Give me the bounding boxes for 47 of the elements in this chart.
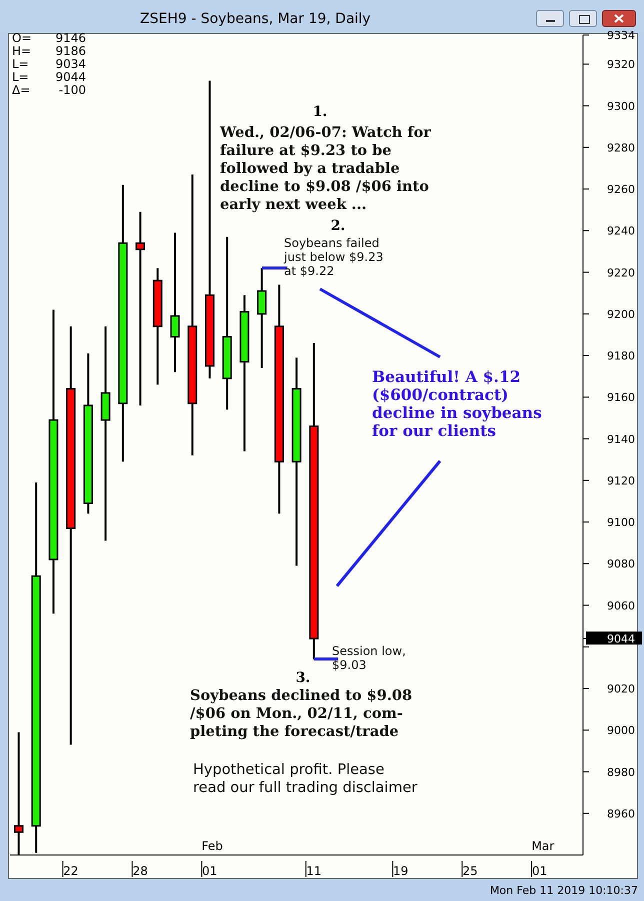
x-tick-label: 01 bbox=[202, 864, 218, 878]
annotation: 1. bbox=[312, 104, 328, 120]
y-tick-label: 9280 bbox=[607, 141, 635, 154]
annotation: 3. bbox=[294, 670, 312, 686]
y-tick-label: 9240 bbox=[607, 224, 635, 238]
y-tick-label: 9220 bbox=[607, 266, 635, 280]
x-tick-label: 22 bbox=[63, 864, 78, 878]
y-tick-label: 9020 bbox=[607, 682, 635, 696]
annotation: Soybeans failed just below $9.23 at $9.22 bbox=[284, 236, 384, 278]
x-tick-label: 25 bbox=[462, 864, 478, 878]
text: L= 9044 bbox=[12, 70, 86, 84]
y-tick-label: 9140 bbox=[607, 432, 635, 446]
y-tick-label: 9260 bbox=[607, 183, 635, 196]
y-tick-label: 9160 bbox=[607, 391, 635, 404]
text: Δ= -100 bbox=[12, 83, 86, 97]
annotation: Feb bbox=[202, 839, 223, 853]
y-tick-label: 9300 bbox=[607, 100, 635, 113]
y-tick-label: 8960 bbox=[607, 807, 635, 820]
annotation: Soybeans declined to $9.08 /$06 on Mon., 02/11, com- pleting the forecast/trade bbox=[190, 687, 414, 741]
y-tick-label: 9000 bbox=[607, 724, 635, 738]
y-tick-label: 8980 bbox=[607, 766, 635, 779]
text: Mon Feb 11 2019 10:10:37 bbox=[490, 884, 638, 897]
y-tick-label: 9060 bbox=[607, 599, 635, 612]
x-tick-label: 28 bbox=[132, 864, 148, 878]
candlestick bbox=[136, 210, 146, 406]
y-tick-label: 9180 bbox=[607, 350, 635, 363]
y-tick-label: 9120 bbox=[607, 474, 635, 488]
x-tick-label: 01 bbox=[532, 864, 548, 878]
y-tick-label: 9100 bbox=[607, 516, 635, 530]
annotation: Mar bbox=[532, 839, 554, 853]
annotation: Hypothetical profit. Please read our full trading disclaimer bbox=[193, 761, 418, 797]
annotation: Wed., 02/06-07: Watch for failure at $9.23 to be followed by a tradable decline to $9.08 /$06 into early next week ... bbox=[220, 124, 432, 214]
text: O= 9146 bbox=[12, 31, 86, 45]
candlestick bbox=[257, 267, 267, 369]
text: L= 9034 bbox=[12, 57, 86, 71]
chart-title: ZSEH9 - Soybeans, Mar 19, Daily bbox=[140, 11, 371, 27]
annotation: Beautiful! A $.12 ($600/contract) decline in soybeans for our clients bbox=[372, 367, 543, 440]
y-tick-label: 9080 bbox=[607, 558, 635, 571]
y-tick-label: 9200 bbox=[607, 308, 635, 321]
candlestick bbox=[170, 232, 180, 374]
text: H= 9186 bbox=[12, 44, 86, 58]
y-tick-label: 9320 bbox=[607, 58, 635, 72]
y-tick-label: 9044 bbox=[607, 632, 635, 646]
annotation: 2. bbox=[330, 218, 346, 234]
annotation: Session low, $9.03 bbox=[332, 644, 407, 672]
x-tick-label: 11 bbox=[306, 864, 322, 878]
x-tick-label: 19 bbox=[393, 864, 408, 878]
